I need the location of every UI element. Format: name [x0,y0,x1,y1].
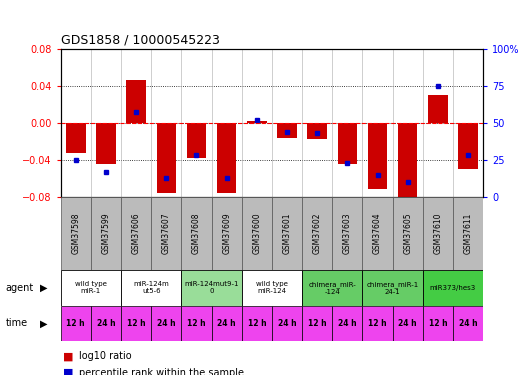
Text: GDS1858 / 10000545223: GDS1858 / 10000545223 [61,34,220,47]
Text: 24 h: 24 h [218,319,236,328]
Text: chimera_miR-1
24-1: chimera_miR-1 24-1 [366,281,419,295]
Text: 12 h: 12 h [67,319,85,328]
Bar [182,306,212,341]
Text: GSM37611: GSM37611 [464,213,473,254]
Bar [242,270,302,306]
Text: miR-124m
ut5-6: miR-124m ut5-6 [134,281,169,294]
Bar [362,306,393,341]
Text: ▶: ▶ [40,318,47,328]
Bar [302,197,332,270]
Text: wild type
miR-1: wild type miR-1 [75,281,107,294]
Text: chimera_miR-
-124: chimera_miR- -124 [308,281,356,295]
Text: GSM37602: GSM37602 [313,213,322,254]
Text: 12 h: 12 h [429,319,447,328]
Bar [61,197,91,270]
Bar [91,306,121,341]
Bar [423,197,453,270]
Text: GSM37607: GSM37607 [162,213,171,254]
Text: GSM37601: GSM37601 [282,213,291,254]
Text: 24 h: 24 h [157,319,176,328]
Bar [393,197,423,270]
Bar [302,306,332,341]
Text: GSM37604: GSM37604 [373,213,382,254]
Bar [156,123,176,193]
Bar [458,123,478,169]
Bar [247,121,267,123]
Bar [126,80,146,123]
Text: wild type
miR-124: wild type miR-124 [256,281,288,294]
Text: GSM37598: GSM37598 [71,213,80,254]
Text: 12 h: 12 h [187,319,206,328]
Bar [151,197,182,270]
Text: agent: agent [5,283,34,293]
Bar [453,197,483,270]
Bar [66,123,86,153]
Bar [121,270,182,306]
Bar [121,197,151,270]
Bar [61,306,91,341]
Bar [423,306,453,341]
Bar [272,197,302,270]
Text: time: time [5,318,27,328]
Bar [121,306,151,341]
Text: 24 h: 24 h [399,319,417,328]
Bar [182,270,242,306]
Text: ■: ■ [63,368,74,375]
Text: 12 h: 12 h [368,319,387,328]
Text: ■: ■ [63,351,74,361]
Bar [332,197,362,270]
Bar [307,123,327,140]
Text: 24 h: 24 h [338,319,356,328]
Bar [332,306,362,341]
Text: GSM37606: GSM37606 [131,213,140,254]
Text: ▶: ▶ [40,283,47,293]
Text: GSM37608: GSM37608 [192,213,201,254]
Text: GSM37600: GSM37600 [252,213,261,254]
Bar [212,197,242,270]
Bar [398,123,418,197]
Bar [217,123,237,193]
Bar [428,95,448,123]
Bar [187,123,206,158]
Bar [302,270,362,306]
Text: miR373/hes3: miR373/hes3 [430,285,476,291]
Text: 24 h: 24 h [278,319,296,328]
Bar [393,306,423,341]
Bar [423,270,483,306]
Text: GSM37609: GSM37609 [222,213,231,254]
Text: GSM37610: GSM37610 [433,213,442,254]
Bar [212,306,242,341]
Bar [242,306,272,341]
Text: 24 h: 24 h [459,319,477,328]
Bar [91,197,121,270]
Text: 12 h: 12 h [308,319,326,328]
Bar [96,123,116,164]
Bar [61,270,121,306]
Text: GSM37603: GSM37603 [343,213,352,254]
Bar [151,306,182,341]
Bar [362,197,393,270]
Text: 12 h: 12 h [248,319,266,328]
Bar [367,123,388,189]
Bar [242,197,272,270]
Bar [272,306,302,341]
Text: miR-124mut9-1
0: miR-124mut9-1 0 [184,281,239,294]
Bar [337,123,357,165]
Bar [182,197,212,270]
Bar [362,270,423,306]
Bar [277,123,297,138]
Text: 24 h: 24 h [97,319,115,328]
Text: GSM37599: GSM37599 [101,213,110,254]
Text: percentile rank within the sample: percentile rank within the sample [79,368,244,375]
Text: log10 ratio: log10 ratio [79,351,132,361]
Text: GSM37605: GSM37605 [403,213,412,254]
Bar [453,306,483,341]
Text: 12 h: 12 h [127,319,145,328]
